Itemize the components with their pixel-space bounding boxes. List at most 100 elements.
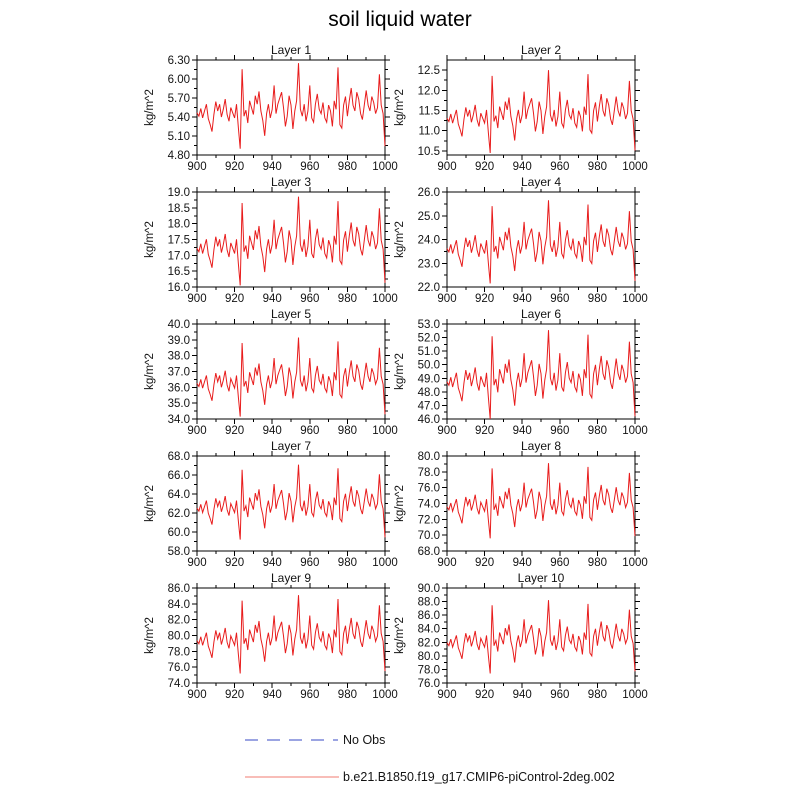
y-tick-label: 49.0 [418, 373, 440, 385]
x-tick-label: 920 [475, 425, 494, 437]
y-tick-label: 38.0 [168, 351, 190, 363]
y-tick-label: 22.0 [418, 282, 440, 294]
x-tick-label: 980 [338, 689, 357, 701]
x-tick-label: 1000 [622, 425, 648, 437]
y-tick-label: 18.5 [168, 203, 190, 215]
y-axis-unit-label: kg/m^2 [144, 221, 156, 258]
x-tick-label: 940 [513, 161, 532, 173]
y-tick-label: 82.0 [168, 615, 190, 627]
y-axis-unit-label: kg/m^2 [394, 221, 406, 258]
y-tick-label: 90.0 [418, 583, 440, 595]
y-tick-label: 18.0 [168, 219, 190, 231]
x-tick-label: 980 [588, 293, 607, 305]
y-tick-label: 52.0 [418, 333, 440, 345]
y-tick-label: 80.0 [418, 651, 440, 663]
subplot-layer-4: 22.0 23.0 24.0 25.0 26.0 900 920 940 960 980 1000 L… [394, 175, 648, 305]
y-tick-label: 86.0 [168, 583, 190, 595]
x-tick-label: 960 [550, 161, 569, 173]
page-title: soil liquid water [328, 8, 472, 31]
legend: No Obs b.e21.B1850.f19_g17.CMIP6-piContro… [245, 733, 615, 784]
y-tick-label: 16.5 [168, 266, 190, 278]
subplot-title-layer-1: Layer 1 [271, 43, 311, 57]
x-tick-label: 1000 [372, 557, 398, 569]
series-line-layer-2 [446, 70, 636, 154]
subplot-layer-7: 58.0 60.0 62.0 64.0 66.0 68.0 900 920 940 960 980 1… [144, 439, 398, 569]
subplot-title-layer-4: Layer 4 [521, 175, 561, 189]
y-tick-label: 26.0 [418, 187, 440, 199]
x-tick-label: 1000 [622, 689, 648, 701]
x-tick-label: 900 [187, 425, 206, 437]
x-tick-label: 900 [437, 557, 456, 569]
x-tick-label: 1000 [622, 293, 648, 305]
x-tick-label: 920 [225, 689, 244, 701]
x-tick-label: 900 [437, 425, 456, 437]
subplot-layer-1: 4.80 5.10 5.40 5.70 6.00 6.30 900 920 940 960 980 1… [144, 43, 398, 173]
x-tick-label: 920 [475, 293, 494, 305]
y-axis-unit-label: kg/m^2 [394, 353, 406, 390]
x-tick-label: 940 [513, 425, 532, 437]
x-tick-label: 980 [588, 425, 607, 437]
y-tick-label: 5.40 [168, 112, 190, 124]
y-tick-label: 62.0 [168, 508, 190, 520]
y-tick-label: 76.0 [418, 678, 440, 690]
y-tick-label: 48.0 [418, 387, 440, 399]
x-tick-label: 980 [588, 161, 607, 173]
y-tick-label: 6.30 [168, 55, 190, 67]
x-tick-label: 960 [300, 161, 319, 173]
y-tick-label: 35.0 [168, 398, 190, 410]
x-tick-label: 980 [338, 425, 357, 437]
series-line-layer-5 [196, 337, 386, 417]
y-tick-label: 78.0 [418, 664, 440, 676]
x-tick-label: 920 [225, 293, 244, 305]
y-tick-label: 68.0 [418, 546, 440, 558]
legend-label-case: b.e21.B1850.f19_g17.CMIP6-piControl-2deg… [343, 770, 615, 784]
x-tick-label: 980 [588, 557, 607, 569]
y-tick-label: 78.0 [168, 646, 190, 658]
subplot-title-layer-6: Layer 6 [521, 307, 561, 321]
y-tick-label: 5.70 [168, 93, 190, 105]
x-tick-label: 920 [225, 557, 244, 569]
series-line-layer-6 [446, 330, 636, 420]
y-tick-label: 24.0 [418, 235, 440, 247]
y-tick-label: 17.0 [168, 250, 190, 262]
x-tick-label: 940 [513, 689, 532, 701]
y-tick-label: 70.0 [418, 530, 440, 542]
y-tick-label: 39.0 [168, 335, 190, 347]
x-tick-label: 940 [513, 293, 532, 305]
y-tick-label: 19.0 [168, 187, 190, 199]
x-tick-label: 1000 [622, 557, 648, 569]
x-tick-label: 1000 [372, 425, 398, 437]
y-tick-label: 74.0 [418, 499, 440, 511]
subplot-title-layer-9: Layer 9 [271, 571, 311, 585]
x-tick-label: 900 [437, 689, 456, 701]
y-axis-unit-label: kg/m^2 [144, 485, 156, 522]
subplot-layer-6: 46.0 47.048.0 49.050.0 51.052.0 53.0 900 920 94… [394, 307, 648, 437]
y-tick-label: 36.0 [168, 382, 190, 394]
subplot-title-layer-5: Layer 5 [271, 307, 311, 321]
x-tick-label: 940 [263, 293, 282, 305]
series-line-layer-7 [196, 464, 386, 540]
y-tick-label: 80.0 [168, 631, 190, 643]
y-tick-label: 84.0 [418, 624, 440, 636]
y-tick-label: 12.0 [418, 85, 440, 97]
y-tick-label: 12.5 [418, 65, 440, 77]
x-tick-label: 900 [187, 557, 206, 569]
y-tick-label: 16.0 [168, 282, 190, 294]
x-tick-label: 940 [263, 425, 282, 437]
y-tick-label: 72.0 [418, 514, 440, 526]
y-axis-unit-label: kg/m^2 [394, 617, 406, 654]
y-tick-label: 51.0 [418, 346, 440, 358]
y-tick-label: 11.5 [418, 106, 440, 118]
x-tick-label: 900 [437, 293, 456, 305]
y-tick-label: 4.80 [168, 150, 190, 162]
y-tick-label: 60.0 [168, 527, 190, 539]
x-tick-label: 900 [187, 689, 206, 701]
x-tick-label: 920 [475, 161, 494, 173]
series-line-layer-1 [196, 63, 386, 149]
subplot-layer-5: 34.0 35.0 36.0 37.0 38.0 39.0 40.0 900 920 940 960… [144, 307, 398, 437]
subplot-title-layer-2: Layer 2 [521, 43, 561, 57]
y-tick-label: 50.0 [418, 360, 440, 372]
y-axis-unit-label: kg/m^2 [144, 617, 156, 654]
x-tick-label: 940 [513, 557, 532, 569]
subplot-title-layer-7: Layer 7 [271, 439, 311, 453]
